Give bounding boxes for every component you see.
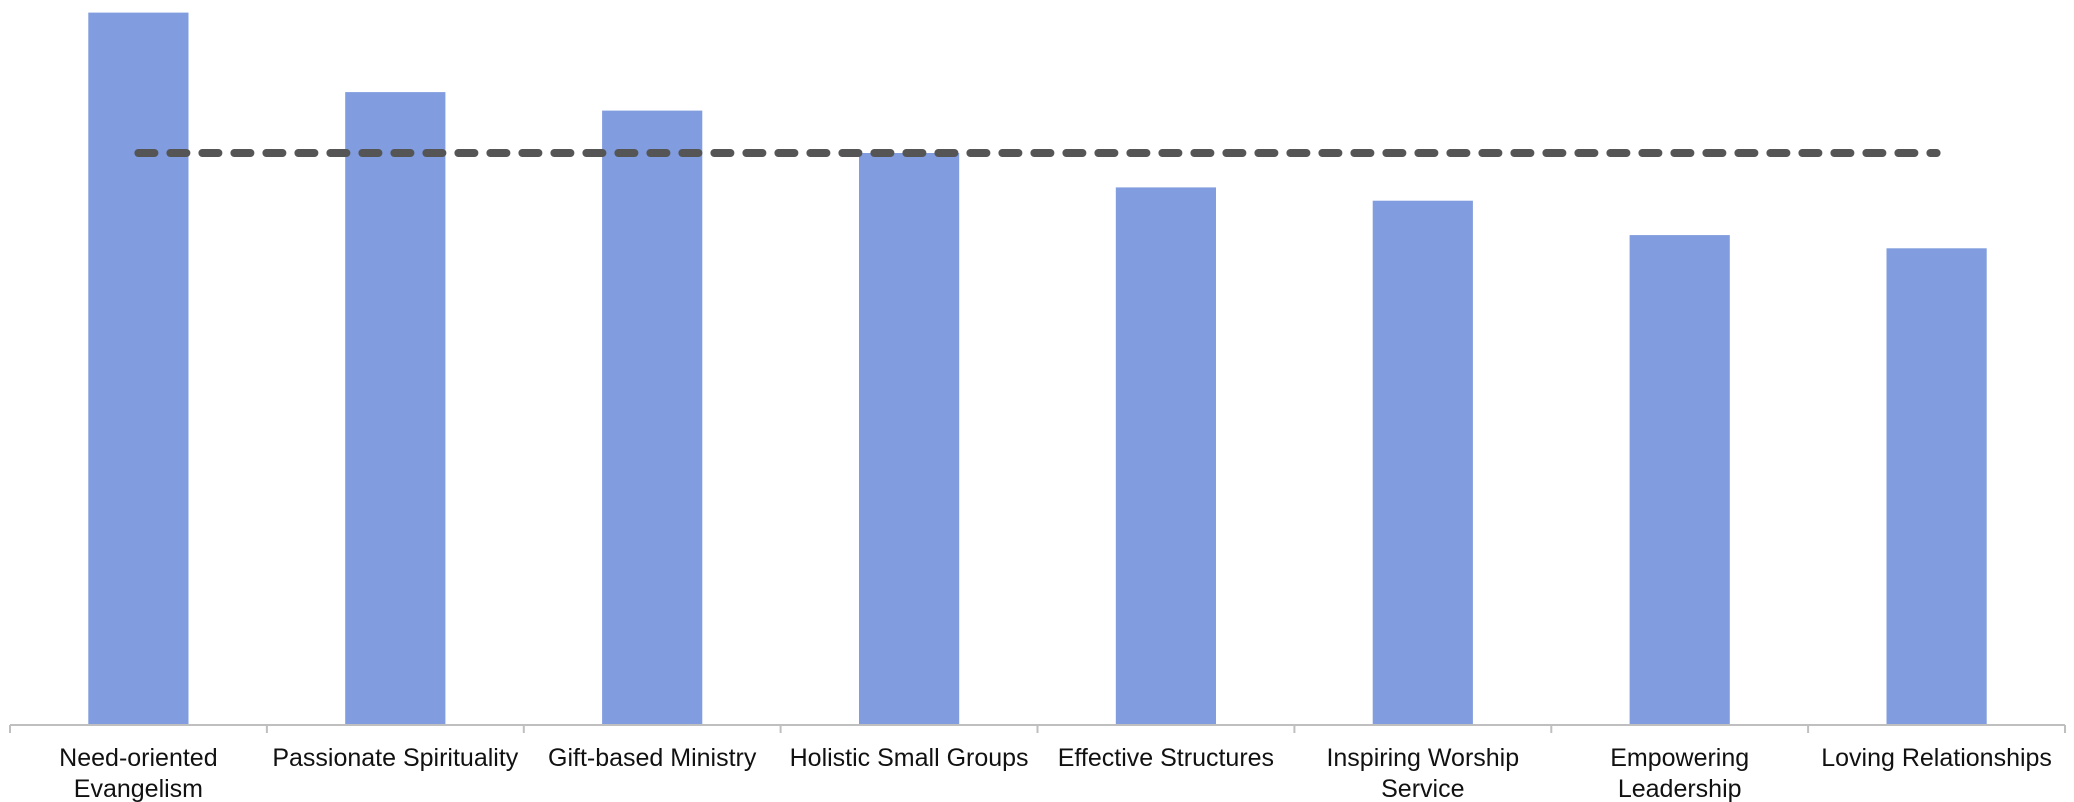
x-tick-label-7: Empowering Leadership [1610, 744, 1749, 802]
x-tick-label-line: Passionate Spirituality [272, 744, 518, 772]
x-tick-label-8: Loving Relationships [1821, 744, 2052, 772]
x-tick-label-line: Need-oriented [59, 744, 217, 772]
bar-1 [88, 12, 189, 726]
x-tick-label-2: Passionate Spirituality [272, 744, 518, 772]
bar-4 [859, 153, 960, 725]
x-tick-label-line: Empowering [1610, 744, 1749, 772]
x-tick-label-line: Holistic Small Groups [790, 744, 1029, 772]
bar-6 [1372, 200, 1473, 725]
bar-5 [1115, 187, 1216, 725]
x-tick-label-line: Loving Relationships [1821, 744, 2052, 772]
x-tick-label-4: Holistic Small Groups [790, 744, 1029, 772]
x-tick-label-line: Service [1381, 775, 1464, 802]
x-tick-label-6: Inspiring Worship Service [1326, 744, 1519, 802]
bar-3 [602, 110, 703, 726]
x-tick-label-line: Effective Structures [1058, 744, 1274, 772]
x-tick-label-5: Effective Structures [1058, 744, 1274, 772]
x-tick-label-line: Inspiring Worship [1326, 744, 1519, 772]
bar-7 [1629, 235, 1730, 725]
bars-group [88, 12, 1987, 726]
bar-2 [345, 92, 446, 726]
x-tick-label-line: Evangelism [74, 775, 203, 802]
x-tick-label-1: Need-oriented Evangelism [59, 744, 217, 802]
x-axis-labels: Need-oriented Evangelism Passionate Spirit… [59, 744, 2052, 802]
x-tick-label-line: Leadership [1618, 775, 1742, 802]
x-tick-label-line: Gift-based Ministry [548, 744, 757, 772]
x-tick-label-3: Gift-based Ministry [548, 744, 757, 772]
bar-8 [1886, 248, 1987, 726]
x-axis-ticks [9, 725, 2066, 733]
